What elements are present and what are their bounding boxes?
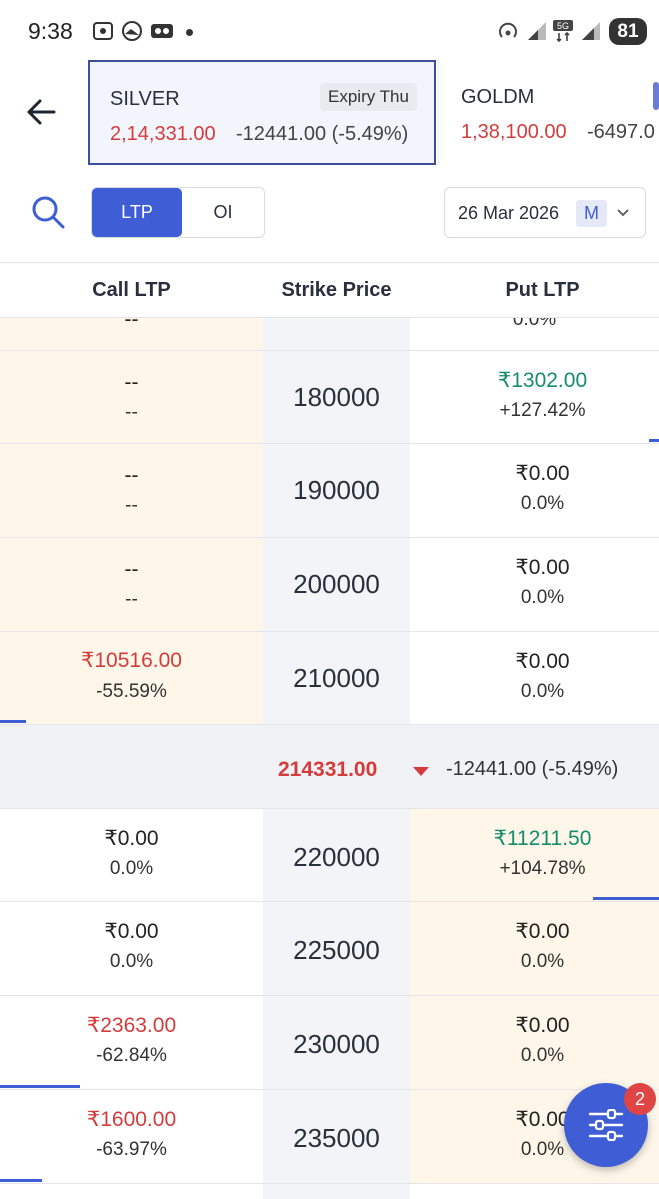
strike-cell: 180000 [263, 351, 410, 443]
back-arrow-icon[interactable] [22, 92, 62, 132]
expiry-date-select[interactable]: 26 Mar 2026 M [444, 187, 646, 238]
header-scroll-indicator [653, 82, 659, 110]
call-oi-bar [0, 1179, 42, 1182]
network-5g-icon: 5G [553, 20, 573, 42]
row-divider [0, 537, 659, 538]
app-notification-icon [122, 21, 142, 41]
call-cell[interactable]: -- -- [0, 538, 263, 631]
call-cell[interactable]: ₹0.00 0.0% [104, 920, 159, 972]
monthly-expiry-badge: M [576, 200, 607, 227]
call-cell[interactable]: ₹2363.00 -62.84% [86, 1014, 177, 1066]
strike-cell-partial [263, 1184, 410, 1199]
filter-count-badge: 2 [624, 1083, 656, 1115]
put-cell[interactable]: ₹0.00 0.0% [515, 556, 570, 608]
filter-sliders-icon [588, 1109, 624, 1141]
column-call-ltp: Call LTP [92, 279, 171, 301]
expiry-badge: Expiry Thu [320, 83, 417, 111]
put-cell[interactable]: ₹11211.50 +104.78% [410, 809, 659, 901]
symbol-name: SILVER [110, 88, 180, 110]
strike-cell: 220000 [263, 809, 410, 901]
expiry-date-value: 26 Mar 2026 [458, 203, 560, 223]
call-cell-partial[interactable]: -- [0, 318, 263, 350]
signal-2-icon [582, 22, 600, 40]
symbol-card-next[interactable]: GOLDM 1,38,100.00 -6497.0 [438, 60, 659, 165]
put-oi-bar [593, 897, 659, 900]
strike-cell: 225000 [263, 902, 410, 995]
svg-text:5G: 5G [557, 21, 569, 31]
put-cell[interactable]: ₹0.00 0.0% [410, 996, 659, 1089]
option-chain-header: Call LTP Strike Price Put LTP [0, 262, 659, 318]
signal-1-icon [528, 22, 546, 40]
call-oi-bar [0, 720, 26, 723]
voicemail-icon [151, 24, 173, 38]
tab-ltp[interactable]: LTP [92, 188, 182, 237]
view-toggle: LTP OI [91, 187, 265, 238]
strike-cell: 210000 [263, 632, 410, 724]
status-time: 9:38 [28, 18, 73, 44]
strike-cell: 230000 [263, 996, 410, 1089]
more-notifications-dot [186, 29, 193, 36]
hotspot-icon [499, 22, 517, 38]
row-divider [0, 631, 659, 632]
battery-indicator: 81 [609, 18, 647, 45]
put-cell-partial[interactable]: 0.0% [512, 318, 557, 330]
chevron-down-icon [617, 209, 629, 217]
put-cell[interactable]: ₹1302.00 +127.42% [497, 369, 588, 421]
row-divider [0, 1183, 659, 1184]
strike-cell: 190000 [263, 444, 410, 537]
spot-change: -12441.00 (-5.49%) [446, 758, 619, 780]
call-cell[interactable]: -- -- [0, 444, 263, 537]
down-arrow-icon [413, 767, 429, 776]
row-divider [0, 995, 659, 996]
search-icon[interactable] [30, 194, 66, 230]
tab-oi[interactable]: OI [213, 202, 233, 222]
column-put-ltp: Put LTP [505, 279, 580, 301]
call-cell[interactable]: -- -- [0, 351, 263, 443]
symbol-card-active[interactable]: SILVER Expiry Thu 2,14,331.00 -12441.00 … [88, 60, 436, 165]
row-divider [0, 1089, 659, 1090]
symbol-change: -12441.00 (-5.49%) [236, 123, 409, 145]
row-divider [0, 443, 659, 444]
put-cell[interactable]: ₹0.00 0.0% [515, 650, 570, 702]
symbol-price: 1,38,100.00 [461, 121, 567, 143]
spot-price: 214331.00 [278, 758, 378, 781]
strike-cell: 235000 [263, 1090, 410, 1183]
strike-cell-partial [263, 318, 410, 350]
call-cell[interactable]: ₹10516.00 -55.59% [0, 632, 263, 724]
row-divider [0, 901, 659, 902]
symbol-name: GOLDM [461, 86, 535, 108]
call-cell[interactable]: ₹1600.00 -63.97% [86, 1108, 177, 1160]
status-bar: 9:38 5G 81 [0, 0, 659, 62]
symbol-price: 2,14,331.00 [110, 123, 216, 145]
put-oi-bar [649, 439, 659, 442]
symbol-change: -6497.0 [587, 121, 655, 143]
strike-cell: 200000 [263, 538, 410, 631]
put-cell[interactable]: ₹0.00 0.0% [515, 462, 570, 514]
put-cell[interactable]: ₹0.00 0.0% [410, 902, 659, 995]
column-strike-price: Strike Price [281, 279, 392, 301]
call-oi-bar [0, 1085, 80, 1088]
option-chain-table: -- 0.0% -- -- 180000 ₹1302.00 +127.42% -… [0, 318, 659, 1199]
call-cell[interactable]: ₹0.00 0.0% [104, 827, 159, 879]
screenshot-icon [93, 22, 113, 40]
spot-price-row: 214331.00 -12441.00 (-5.49%) [0, 724, 659, 809]
row-divider [0, 350, 659, 351]
